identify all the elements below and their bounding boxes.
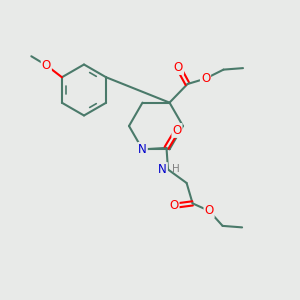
Text: O: O [201,72,210,85]
Text: H: H [172,164,179,175]
Text: O: O [42,59,51,72]
Text: O: O [172,124,182,137]
Text: N: N [158,163,167,176]
Text: O: O [205,204,214,218]
Text: O: O [169,199,178,212]
Text: O: O [174,61,183,74]
Text: N: N [138,143,147,156]
